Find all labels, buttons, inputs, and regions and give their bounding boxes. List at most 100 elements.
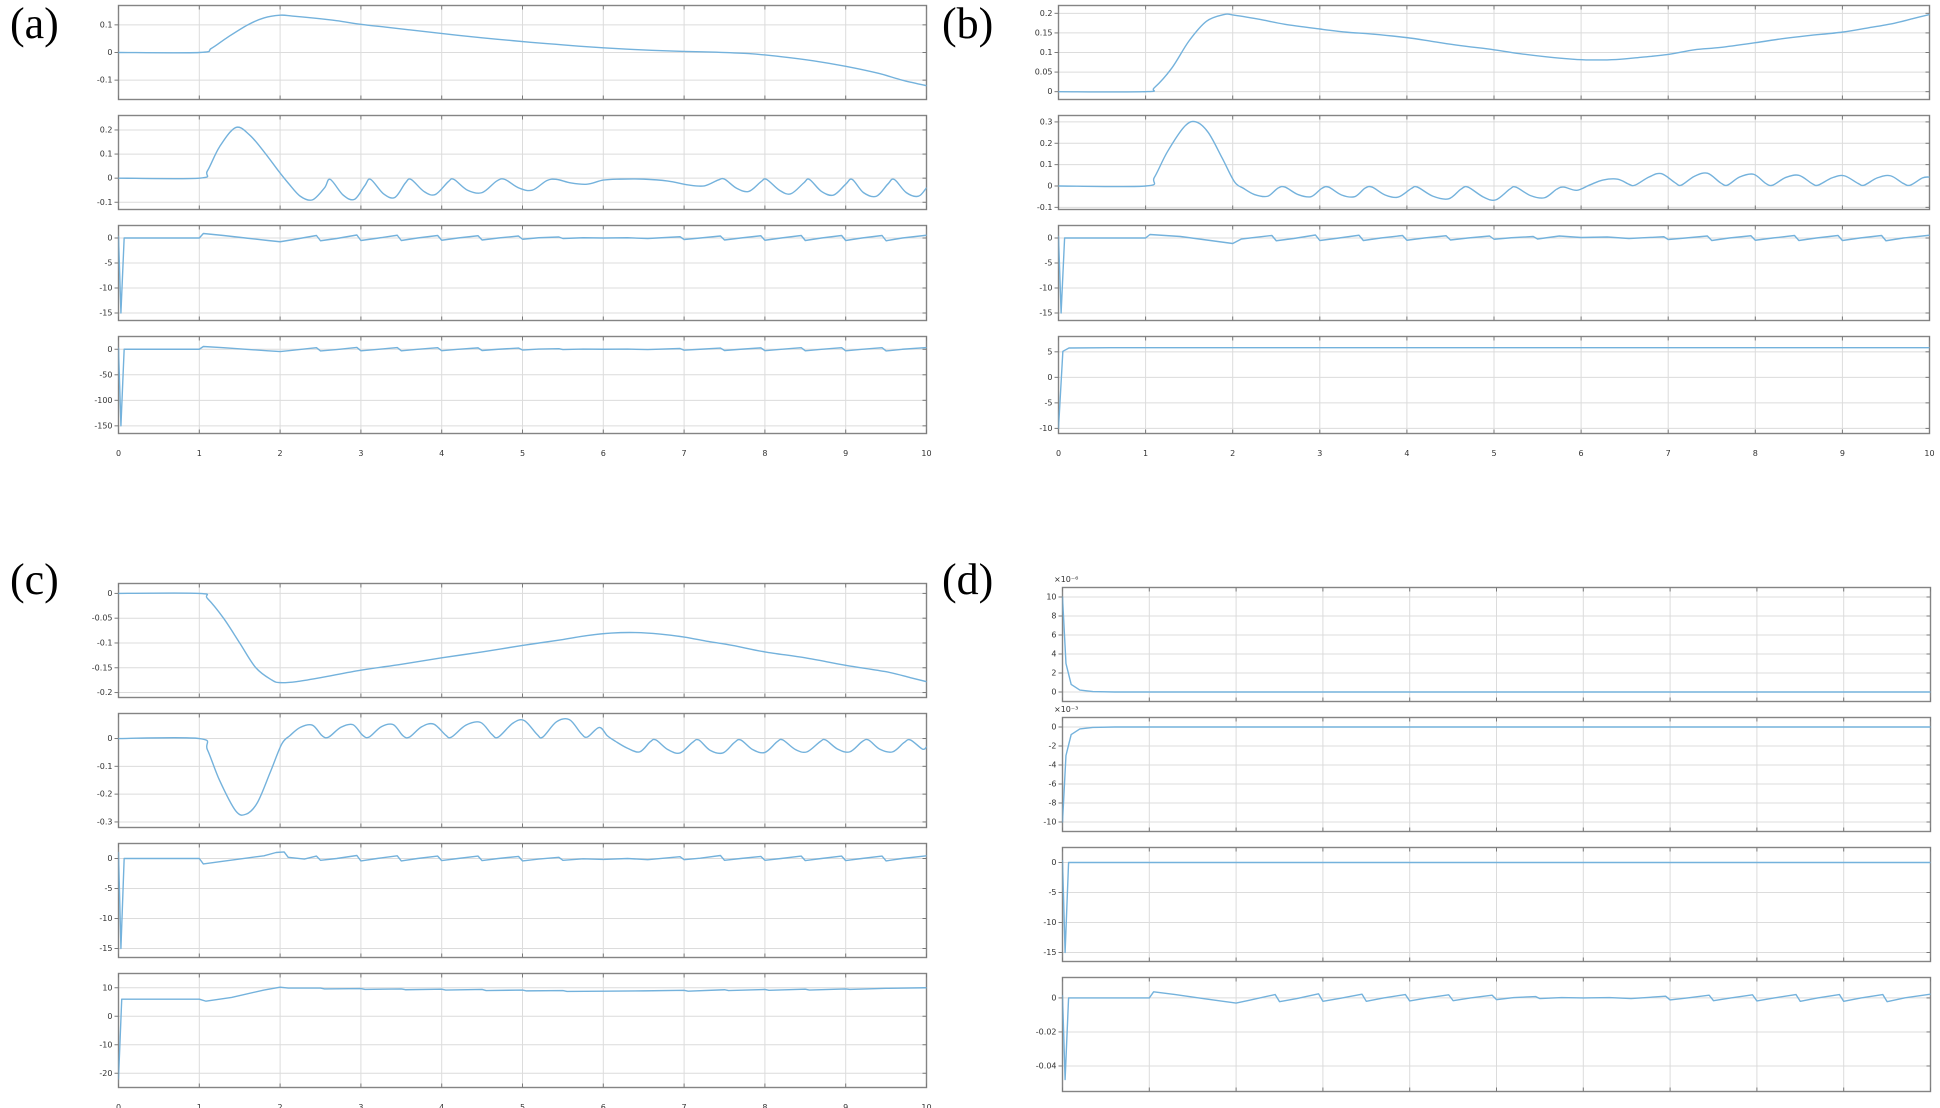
y-tick-label: 0	[1051, 993, 1056, 1002]
y-tick-label: -0.1	[1037, 203, 1053, 211]
y-tick-label: -0.3	[97, 817, 113, 826]
y-tick-label: -0.2	[97, 790, 113, 799]
y-tick-label: 0.2	[1040, 139, 1053, 148]
x-tick-label: 7	[681, 1103, 687, 1108]
subplot-chart: 0 -5 -10 -15	[99, 224, 928, 322]
subplot-chart: 0.2 0.1 0 -0.1	[97, 114, 928, 211]
y-tick-label: -15	[1043, 948, 1056, 957]
signal-line	[118, 126, 927, 201]
x-tick-label: 7	[681, 449, 687, 458]
subplot-b-control-input-1: 0 -5 -10 -15	[1028, 224, 1931, 322]
y-tick-label: -0.05	[92, 614, 113, 623]
y-tick-label: -10	[1043, 818, 1056, 827]
y-tick-label: -0.15	[92, 663, 113, 672]
x-tick-label: 2	[277, 449, 283, 458]
y-tick-label: -0.1	[97, 198, 113, 207]
y-tick-label: -4	[1049, 761, 1057, 770]
subplot-chart: 0 -5 -10 -15	[1043, 846, 1932, 963]
y-tick-label: 0.2	[100, 125, 113, 134]
y-tick-label: -10	[99, 1040, 112, 1049]
panel-d: (d) ×10⁻⁶ 10 8 6 4 2 0 ×10⁻³ 0 -2 -4 -6 -8 -10 0 -5 -10 -…	[942, 558, 1936, 1108]
subplot-a-control-input-1: 0 -5 -10 -15	[88, 224, 928, 322]
subplot-a-control-input-2: 0 -50 -100 -150	[88, 335, 928, 435]
signal-line	[1062, 991, 1931, 1081]
y-tick-label: 4	[1051, 650, 1056, 659]
subplot-a-tracking-error-1: 0.1 0 -0.1	[88, 4, 928, 101]
signal-line	[118, 986, 927, 1080]
signal-line	[1062, 860, 1931, 954]
subplot-c-tracking-error-1: 0 -0.05 -0.1 -0.15 -0.2	[88, 582, 928, 699]
subplot-c-control-input-1: 0 -5 -10 -15	[88, 842, 928, 959]
y-tick-label: 0	[1051, 688, 1056, 697]
subplot-chart: 0 -2 -4 -6 -8 -10	[1043, 716, 1932, 833]
y-tick-label: 0	[1047, 373, 1052, 382]
y-tick-label: -5	[1045, 398, 1053, 407]
subplot-chart: 0 -0.1 -0.2 -0.3	[97, 712, 928, 829]
x-tick-label: 8	[1752, 449, 1758, 458]
y-tick-label: 10	[1046, 593, 1056, 602]
panel-b: (b) 0.2 0.15 0.1 0.05 0 0.3 0.2 0.1 0 -0.1 0 -5 -10 -…	[942, 0, 1935, 459]
panel-d-plots: ×10⁻⁶ 10 8 6 4 2 0 ×10⁻³ 0 -2 -4 -6 -8 -10 0 -5 -10 -15 0 -…	[1032, 575, 1936, 1108]
x-tick-label: 9	[843, 1103, 849, 1108]
y-tick-label: -15	[1039, 309, 1052, 318]
x-tick-label: 10	[1924, 449, 1935, 458]
subplot-chart: 0.2 0.15 0.1 0.05 0	[1035, 4, 1931, 101]
y-tick-label: 8	[1051, 612, 1056, 621]
y-tick-label: 0	[1051, 723, 1056, 732]
signal-line	[1062, 596, 1931, 693]
signal-line	[1058, 347, 1930, 430]
x-tick-label: 10	[921, 1103, 932, 1108]
subplot-chart: 10 0 -10 -20	[99, 972, 928, 1089]
x-tick-label: 4	[439, 449, 445, 458]
subplot-chart: 0 -5 -10 -15	[99, 842, 928, 959]
y-tick-label: 0.15	[1035, 28, 1053, 37]
x-tick-label: 5	[519, 1103, 526, 1108]
y-tick-label: 0	[1047, 234, 1052, 243]
x-tick-label: 2	[1230, 449, 1236, 458]
x-axis-tick-labels: 0 1 2 3 4 5 6 7 8 9 10	[1028, 448, 1935, 462]
subplot-b-control-input-2: 5 0 -5 -10	[1028, 335, 1931, 435]
y-tick-label: 10	[102, 983, 112, 992]
y-tick-label: -6	[1049, 780, 1057, 789]
y-tick-label: -8	[1049, 799, 1057, 808]
subplot-d-control-input-1: 0 -5 -10 -15	[1032, 846, 1932, 963]
y-tick-label: 6	[1051, 631, 1056, 640]
signal-line	[118, 718, 927, 816]
y-tick-label: -5	[1049, 888, 1057, 897]
signal-line	[118, 592, 927, 684]
subplot-chart: 0 -0.05 -0.1 -0.15 -0.2	[92, 582, 928, 699]
y-tick-label: 0.1	[100, 150, 113, 159]
x-tick-label: 2	[277, 1103, 283, 1108]
y-tick-label: -0.1	[97, 638, 113, 647]
signal-line	[118, 851, 927, 950]
y-axis-exponent-label: ×10⁻⁶	[1054, 575, 1079, 584]
y-tick-label: -10	[1043, 918, 1056, 927]
y-tick-label: -10	[1039, 424, 1052, 433]
y-tick-label: -150	[94, 421, 112, 430]
subplot-chart: 0 -0.02 -0.04	[1036, 976, 1932, 1093]
y-tick-label: -10	[1039, 284, 1052, 293]
y-tick-label: -100	[94, 396, 112, 405]
panel-b-label: (b)	[942, 0, 994, 48]
y-tick-label: -50	[99, 370, 112, 379]
y-tick-label: -15	[99, 309, 112, 318]
panel-a-label: (a)	[10, 0, 59, 48]
x-tick-label: 6	[600, 449, 606, 458]
y-tick-label: 0.05	[1035, 68, 1053, 77]
y-tick-label: 0	[107, 734, 112, 743]
x-tick-label: 3	[358, 449, 364, 458]
x-tick-label: 10	[921, 449, 932, 458]
x-tick-label: 1	[196, 1103, 202, 1108]
y-tick-label: 0	[1047, 87, 1052, 96]
x-tick-label: 1	[196, 449, 202, 458]
panel-b-plots: 0.2 0.15 0.1 0.05 0 0.3 0.2 0.1 0 -0.1 0 -5 -10 -15 5 0…	[1028, 4, 1935, 462]
y-tick-label: 0	[107, 589, 112, 598]
y-tick-label: -0.04	[1036, 1061, 1057, 1070]
y-tick-label: 0	[107, 48, 112, 57]
y-tick-label: 5	[1047, 347, 1052, 356]
subplot-c-control-input-2: 10 0 -10 -20	[88, 972, 928, 1089]
y-tick-label: -2	[1049, 742, 1057, 751]
y-tick-label: 0.1	[100, 20, 113, 29]
x-tick-label: 0	[115, 1103, 122, 1108]
